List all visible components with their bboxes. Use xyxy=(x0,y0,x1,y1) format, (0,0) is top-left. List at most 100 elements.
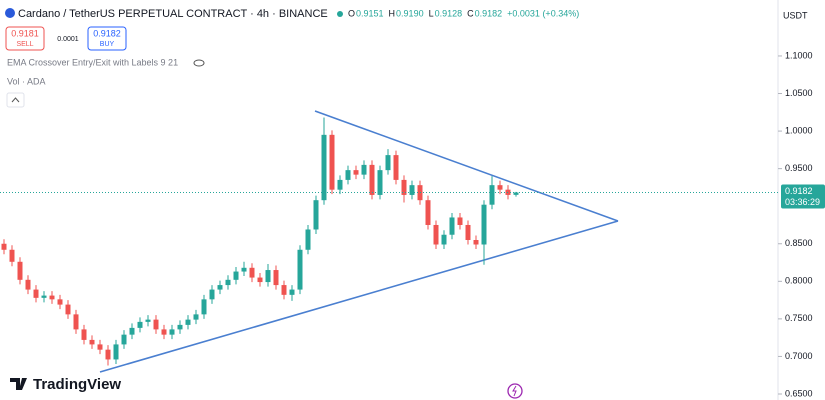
symbol-icon xyxy=(5,8,15,18)
candle-body xyxy=(433,224,439,245)
trendline-lower xyxy=(99,220,619,373)
lightning-icon[interactable] xyxy=(507,383,523,399)
candle-body xyxy=(449,217,455,235)
candle-body xyxy=(113,344,119,360)
candle-body xyxy=(329,134,335,190)
chart-title: Cardano / TetherUS PERPETUAL CONTRACT · … xyxy=(18,8,328,20)
candle-body xyxy=(241,267,247,272)
lightning-bolt xyxy=(512,385,517,397)
candle-body xyxy=(129,327,135,335)
ohlc-key: C xyxy=(467,8,474,18)
sell-label: SELL xyxy=(16,41,33,48)
candle-body xyxy=(425,200,431,225)
indicator-label[interactable]: EMA Crossover Entry/Exit with Labels 9 2… xyxy=(7,57,178,67)
sell-button[interactable] xyxy=(5,26,45,51)
candle-body xyxy=(441,234,447,245)
candle-body xyxy=(89,339,95,345)
candle-body xyxy=(377,170,383,195)
buy-price: 0.9182 xyxy=(93,28,121,38)
ohlc-value: 0.9190 xyxy=(396,8,424,18)
candle-body xyxy=(49,295,55,300)
ohlc-key: O xyxy=(348,8,355,18)
ohlc-legend: O 0.9151 H 0.9190 L 0.9128 C 0.9182 +0.0031 (+0.… xyxy=(348,8,579,18)
candle-body xyxy=(257,277,263,283)
candle-body xyxy=(457,217,463,225)
candle-body xyxy=(169,329,175,335)
candle-body xyxy=(385,155,391,171)
brand: TradingView xyxy=(33,376,121,393)
visibility-icon[interactable] xyxy=(193,59,205,67)
y-tick-label: 0.6500 xyxy=(785,388,813,398)
candle-body xyxy=(121,334,127,345)
candle-body xyxy=(201,299,207,315)
candle-body xyxy=(305,229,311,250)
candle-body xyxy=(1,243,7,250)
candle-body xyxy=(81,329,87,340)
candle-body xyxy=(353,170,359,175)
candle-body xyxy=(65,304,71,315)
ohlc-value: 0.9182 xyxy=(475,8,503,18)
candle-body xyxy=(393,155,399,180)
y-tick-label: 0.8000 xyxy=(785,276,813,286)
candle-body xyxy=(345,170,351,180)
candle-body xyxy=(497,185,503,190)
plot-area xyxy=(1,117,519,366)
indicator-label[interactable]: Vol · ADA xyxy=(7,76,46,86)
y-tick-label: 0.8500 xyxy=(785,238,813,248)
candle-body xyxy=(137,321,143,328)
candle-body xyxy=(297,249,303,290)
candle-body xyxy=(105,349,111,360)
candle-body xyxy=(289,289,295,295)
candle-body xyxy=(153,319,159,330)
brand-logo xyxy=(10,378,27,390)
candle-body xyxy=(177,324,183,330)
candle-body xyxy=(73,314,79,330)
candle-body xyxy=(473,240,479,245)
candle-body xyxy=(33,289,39,298)
candle-body xyxy=(57,299,63,305)
candle-body xyxy=(273,270,279,286)
ohlc-key: L xyxy=(429,8,434,18)
last-price-box xyxy=(781,184,825,209)
candle-body xyxy=(185,319,191,325)
y-tick-label: 0.7500 xyxy=(785,313,813,323)
candle-body xyxy=(481,204,487,245)
y-tick-label: 1.1000 xyxy=(785,50,813,60)
ohlc-key: H xyxy=(389,8,396,18)
candle-body xyxy=(401,179,407,195)
collapse-button[interactable] xyxy=(6,92,25,108)
buy-button[interactable] xyxy=(87,26,127,51)
candle-body xyxy=(465,224,471,240)
last-price-label: 0.9182 xyxy=(785,186,813,196)
candle-body xyxy=(321,134,327,201)
buy-label: BUY xyxy=(100,41,115,48)
candle-body xyxy=(161,329,167,335)
candle-body xyxy=(337,179,343,190)
candle-body xyxy=(41,295,47,298)
candle-body xyxy=(225,279,231,286)
candle-body xyxy=(9,249,15,262)
candle-body xyxy=(265,270,271,283)
y-tick-label: 0.9500 xyxy=(785,163,813,173)
sell-price: 0.9181 xyxy=(11,28,39,38)
y-tick-label: 1.0500 xyxy=(785,88,813,98)
candle-body xyxy=(209,289,215,300)
candle-body xyxy=(409,185,415,195)
ohlc-value: 0.9151 xyxy=(356,8,384,18)
candle-body xyxy=(513,192,519,195)
y-tick-label: 0.7000 xyxy=(785,351,813,361)
market-status xyxy=(337,11,343,17)
candle-body xyxy=(249,267,255,278)
candle-body xyxy=(489,185,495,205)
candle-body xyxy=(217,285,223,290)
candle-body xyxy=(145,319,151,322)
change: +0.0031 (+0.34%) xyxy=(507,8,579,18)
candle-body xyxy=(313,200,319,230)
candle-body xyxy=(281,285,287,295)
collapse-icon xyxy=(11,97,20,103)
candle-body xyxy=(17,261,23,280)
currency[interactable]: USDT xyxy=(783,10,808,20)
candle-body xyxy=(361,164,367,175)
